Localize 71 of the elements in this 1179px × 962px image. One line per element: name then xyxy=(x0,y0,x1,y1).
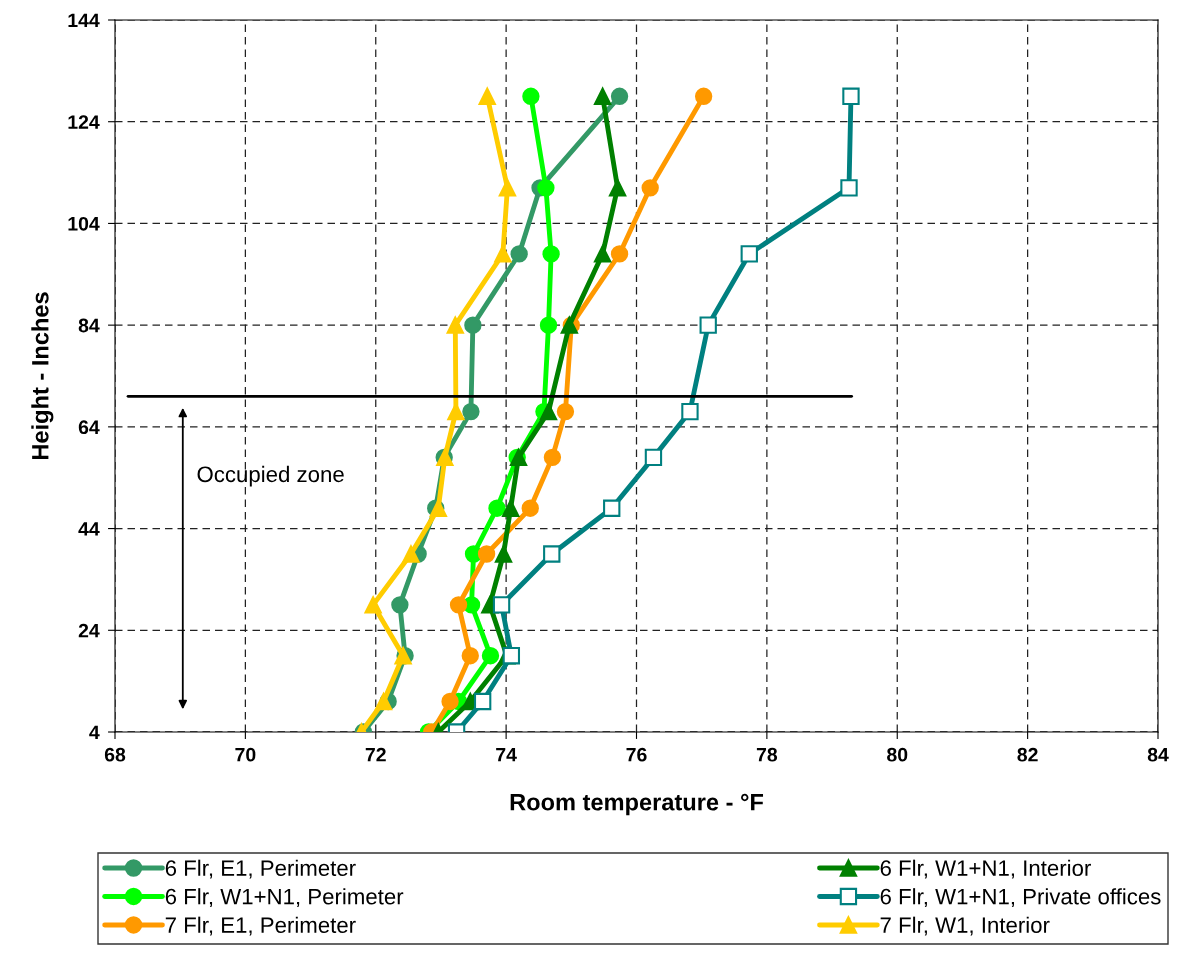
point xyxy=(537,179,555,197)
point xyxy=(502,499,520,517)
legend-label: 6 Flr, W1+N1, Perimeter xyxy=(165,888,404,908)
point xyxy=(446,316,464,334)
point xyxy=(603,499,621,517)
point xyxy=(543,448,562,467)
annotation: Occupied zone xyxy=(197,465,344,487)
point xyxy=(539,316,558,334)
point xyxy=(374,692,393,711)
point xyxy=(522,87,540,105)
y-tick-label: 104 xyxy=(68,216,100,231)
y-tick-label: 24 xyxy=(78,623,100,638)
x-tick-label: 78 xyxy=(756,747,778,762)
point xyxy=(498,179,517,197)
point xyxy=(521,499,539,517)
x-tick-label: 84 xyxy=(1147,747,1169,762)
point xyxy=(593,87,612,105)
point xyxy=(608,179,627,197)
x-tick-label: 80 xyxy=(887,747,908,762)
point xyxy=(610,87,629,105)
x-tick-label: 68 xyxy=(104,747,126,762)
point xyxy=(610,245,629,263)
point xyxy=(699,316,717,334)
point xyxy=(473,692,492,711)
point xyxy=(464,316,482,334)
point xyxy=(391,596,409,614)
y-tick-label: 44 xyxy=(78,522,100,536)
point xyxy=(593,245,612,263)
x-tick-label: 70 xyxy=(235,747,256,762)
point xyxy=(840,179,858,197)
y-tick-label: 84 xyxy=(78,318,100,333)
point xyxy=(441,692,459,711)
legend-label: 6 Flr, W1+N1, Private offices xyxy=(880,888,1161,908)
y-axis-title: Height - Inches xyxy=(31,292,54,460)
point xyxy=(543,545,561,563)
point xyxy=(502,647,521,665)
point xyxy=(477,545,496,563)
legend-label: 6 Flr, W1+N1, Interior xyxy=(880,859,1091,879)
point xyxy=(488,499,506,517)
legend-label: 6 Flr, E1, Perimeter xyxy=(165,859,356,879)
x-tick-label: 76 xyxy=(626,747,647,762)
point xyxy=(494,245,512,263)
x-tick-label: 72 xyxy=(365,747,386,762)
point xyxy=(740,245,758,263)
point xyxy=(364,596,382,614)
y-tick-label: 64 xyxy=(78,420,100,435)
legend-label: 7 Flr, W1, Interior xyxy=(880,916,1050,936)
point xyxy=(481,647,500,665)
point xyxy=(402,545,420,563)
point xyxy=(842,87,860,105)
point xyxy=(539,402,558,421)
point xyxy=(644,448,663,467)
legend-label: 7 Flr, E1, Perimeter xyxy=(165,916,356,936)
y-tick-label: 124 xyxy=(68,115,100,129)
x-tick-label: 74 xyxy=(496,747,517,762)
point xyxy=(492,596,511,614)
point xyxy=(449,596,468,614)
point xyxy=(494,545,513,563)
x-tick-label: 82 xyxy=(1017,747,1038,762)
point xyxy=(542,245,560,263)
point xyxy=(556,402,575,421)
y-tick-label: 4 xyxy=(89,725,100,740)
point xyxy=(694,87,713,105)
point xyxy=(478,87,496,105)
point xyxy=(462,402,480,421)
point xyxy=(510,245,528,263)
point xyxy=(681,402,699,421)
point xyxy=(461,647,479,665)
x-axis-title: Room temperature - °F xyxy=(510,793,764,816)
y-tick-label: 144 xyxy=(68,13,100,28)
point xyxy=(641,179,659,197)
